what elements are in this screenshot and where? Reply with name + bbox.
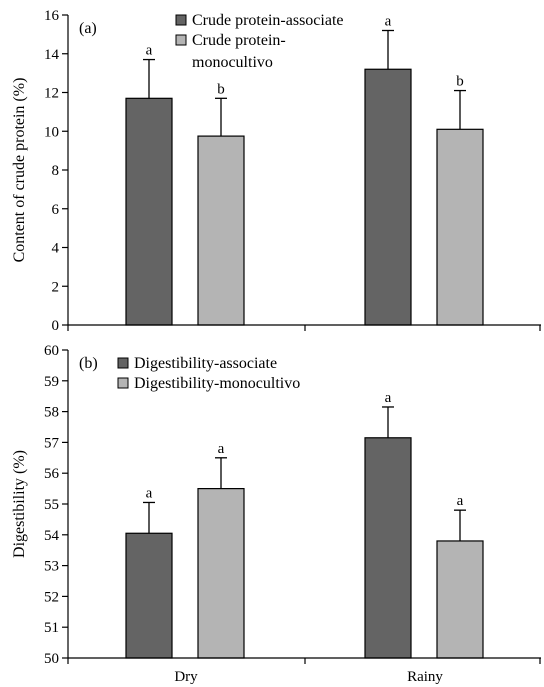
y-tick-label: 4 [52, 241, 60, 257]
bar-2-dry [197, 488, 245, 659]
legend-swatch [175, 34, 187, 46]
y-tick-label: 59 [44, 374, 59, 390]
significance-label: a [385, 390, 392, 406]
y-axis-title: Content of crude protein (%) [11, 78, 28, 263]
y-tick-label: 57 [44, 435, 60, 451]
y-tick-label: 2 [52, 279, 60, 295]
bar-1-rainy [364, 68, 412, 326]
chart-panel-1: a a b b 0 2 4 6 8 10 12 14 16 Content of crude protei… [11, 8, 541, 334]
bar-1-dry [125, 97, 173, 326]
y-tick-label: 8 [52, 163, 60, 179]
y-tick-label: 52 [44, 589, 59, 605]
panel-label: (a) [79, 20, 97, 37]
y-tick-label: 55 [44, 497, 59, 513]
y-tick-label: 53 [44, 559, 59, 575]
y-tick-label: 50 [44, 651, 59, 667]
legend-swatch [117, 357, 129, 369]
y-tick-label: 10 [44, 124, 59, 140]
y-axis-title: Digestibility (%) [11, 450, 28, 558]
significance-label: b [456, 74, 464, 90]
significance-label: a [146, 485, 153, 501]
legend-entry: Crude protein-monocultivo [192, 32, 286, 71]
x-tick-label-rainy: Rainy [407, 669, 443, 685]
legend-entry: Digestibility-monocultivo [134, 375, 300, 392]
y-tick-label: 12 [44, 86, 59, 102]
bar-2-dry [197, 135, 245, 326]
bar-2-rainy [436, 128, 484, 326]
y-tick-label: 14 [44, 47, 60, 63]
significance-label: b [217, 81, 225, 97]
significance-label: a [218, 441, 225, 457]
legend-swatch [117, 377, 129, 389]
y-tick-label: 0 [52, 318, 60, 334]
y-tick-label: 6 [52, 202, 60, 218]
y-tick-label: 56 [44, 466, 60, 482]
y-tick-label: 58 [44, 405, 59, 421]
bar-1-dry [125, 532, 173, 659]
panel-label: (b) [79, 355, 98, 372]
y-tick-label: 16 [44, 8, 60, 24]
y-tick-label: 60 [44, 343, 59, 359]
significance-label: a [146, 43, 153, 59]
legend-entry: Crude protein-associate [192, 12, 344, 29]
significance-label: a [457, 493, 464, 509]
x-tick-label-dry: Dry [174, 669, 198, 685]
legend-swatch [175, 14, 187, 26]
significance-label: a [385, 14, 392, 30]
bar-1-rainy [364, 437, 412, 659]
chart-panel-2: a a a a 50 51 52 53 54 55 56 57 58 59 60 Dry Rainy Digest… [11, 343, 541, 685]
y-tick-label: 54 [44, 528, 60, 544]
legend-entry: Digestibility-associate [134, 355, 277, 372]
y-tick-label: 51 [44, 620, 59, 636]
bar-2-rainy [436, 540, 484, 659]
